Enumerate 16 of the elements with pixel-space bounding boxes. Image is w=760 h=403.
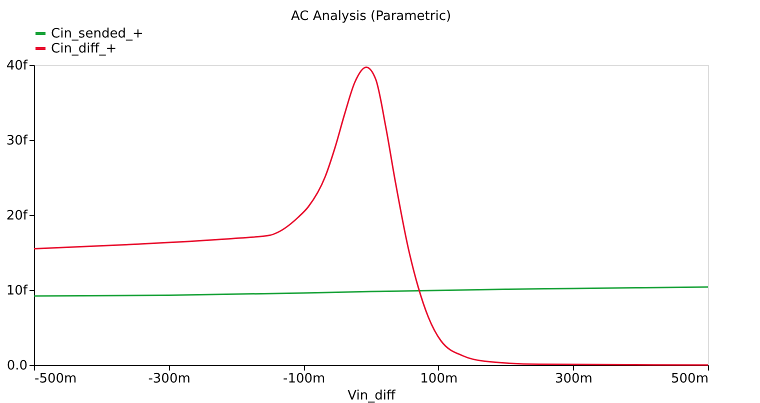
x-axis-title: Vin_diff — [348, 388, 396, 403]
line-series — [33, 286, 709, 297]
x-tick-label: -300m — [148, 372, 190, 386]
y-tick-label: 30f — [6, 134, 28, 148]
x-tick-label: 500m — [671, 372, 708, 386]
chart-title: AC Analysis (Parametric) — [290, 9, 452, 24]
y-tick-label: 10f — [6, 284, 28, 298]
x-tick-label: -500m — [34, 372, 77, 386]
legend-label: Cin_diff_+ — [51, 42, 117, 56]
y-tick-label: 40f — [6, 58, 28, 74]
y-tick-label: 0.0 — [6, 358, 28, 374]
x-tick-label: 100m — [420, 372, 458, 386]
x-tick-label: 300m — [554, 372, 592, 386]
legend-label: Cin_sended_+ — [51, 26, 144, 42]
y-tick-label: 20f — [6, 208, 28, 224]
x-tick-label: -100m — [283, 372, 326, 386]
